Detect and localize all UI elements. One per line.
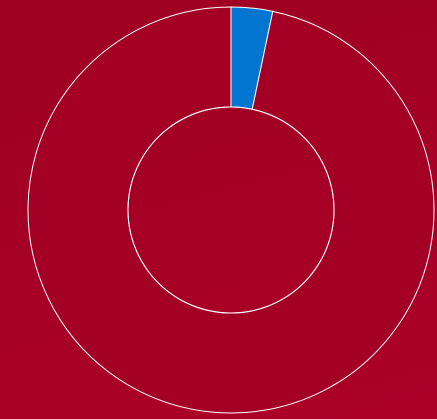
donut-slice-2: [27, 6, 435, 414]
donut-inner-ring: [127, 106, 335, 314]
